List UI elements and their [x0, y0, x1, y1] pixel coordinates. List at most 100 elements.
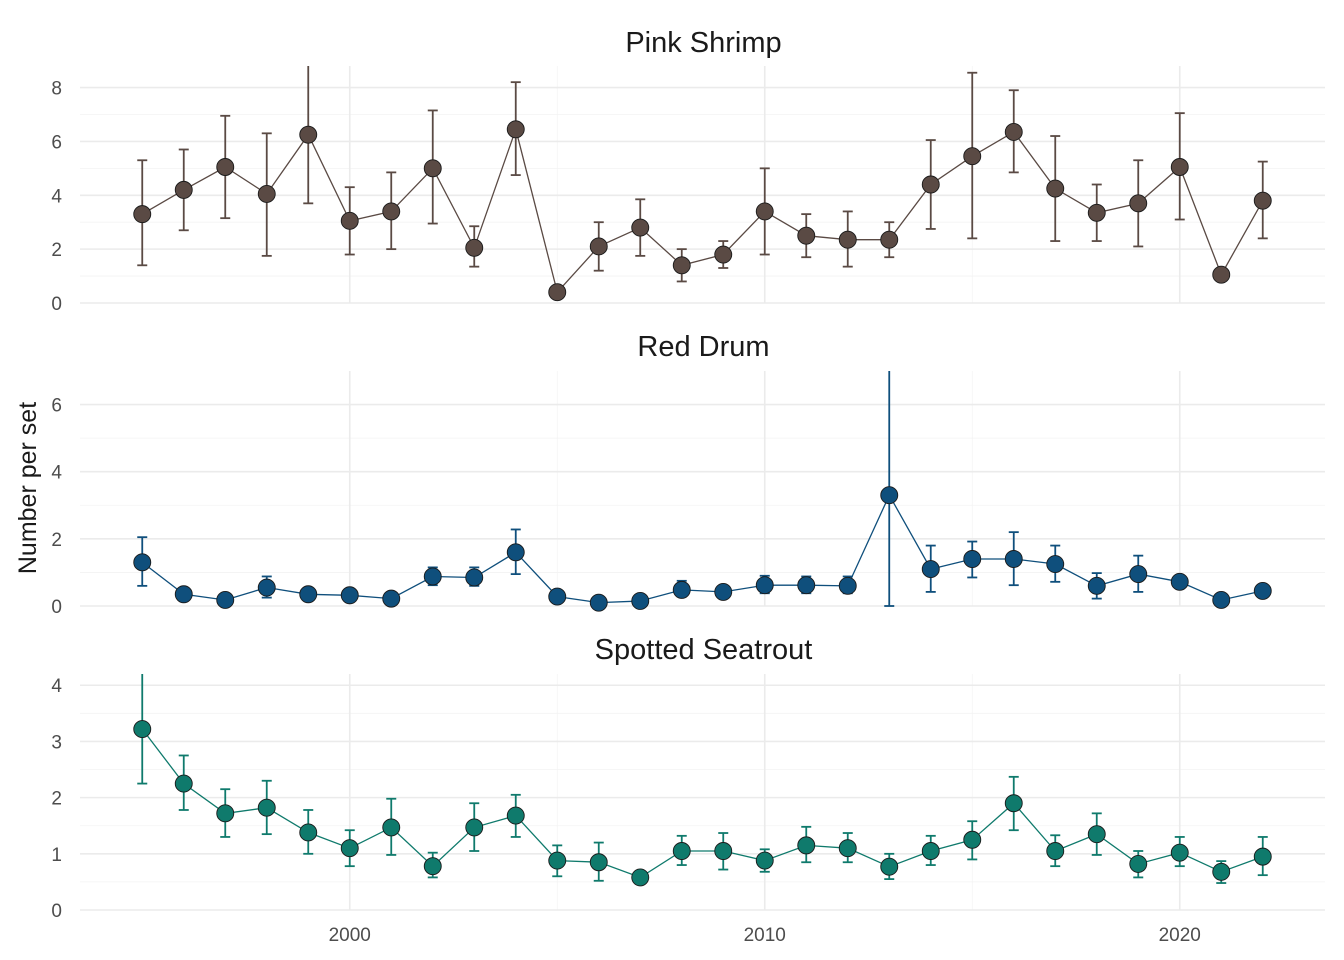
data-point: [1004, 794, 1023, 813]
data-point: [921, 175, 940, 194]
x-tick-label: 2020: [1159, 925, 1201, 946]
data-point: [1253, 581, 1272, 600]
y-tick-label: 0: [51, 294, 62, 315]
data-point: [465, 238, 484, 257]
data-point: [921, 560, 940, 579]
data-point: [963, 830, 982, 849]
data-point: [340, 586, 359, 605]
y-tick-label: 0: [51, 901, 62, 922]
data-point: [423, 159, 442, 178]
data-point: [340, 839, 359, 858]
data-point: [1212, 591, 1231, 609]
data-point: [921, 842, 940, 860]
data-point: [1004, 123, 1023, 141]
data-point: [133, 720, 152, 739]
data-point: [1046, 179, 1065, 198]
data-point: [423, 857, 442, 876]
data-point: [340, 211, 359, 230]
data-point: [1170, 843, 1189, 862]
data-point: [1212, 265, 1231, 284]
data-point: [216, 158, 235, 176]
data-point: [1170, 158, 1189, 176]
data-point: [631, 592, 650, 610]
y-tick-label: 1: [51, 845, 62, 866]
data-point: [963, 550, 982, 568]
panel-title: Spotted Seatrout: [595, 634, 813, 666]
data-point: [797, 226, 816, 245]
data-point: [174, 774, 193, 793]
data-point: [755, 851, 774, 870]
data-point: [133, 553, 152, 572]
data-point: [465, 818, 484, 837]
data-point: [672, 580, 691, 599]
data-point: [714, 245, 733, 264]
series-line: [141, 728, 1264, 879]
data-point: [755, 202, 774, 221]
data-point: [880, 230, 899, 249]
data-point: [631, 868, 650, 887]
data-point: [548, 283, 567, 302]
data-point: [299, 125, 318, 144]
y-tick-label: 2: [51, 530, 62, 551]
x-tick-label: 2010: [744, 925, 786, 946]
y-tick-label: 2: [51, 240, 62, 261]
y-tick-label: 6: [51, 396, 62, 417]
data-point: [1253, 847, 1272, 866]
panels-group: 0 2 4 6 8 Pink Shrimp 0 2 4 6 Red Drum 0 1 2 3 4 Spotted…: [51, 27, 1325, 946]
data-point: [631, 218, 650, 237]
data-point: [1129, 194, 1148, 213]
y-tick-label: 4: [51, 676, 62, 697]
panel-title: Pink Shrimp: [625, 27, 781, 59]
data-point: [1212, 862, 1231, 881]
data-point: [174, 585, 193, 604]
data-point: [589, 593, 608, 612]
data-point: [1087, 825, 1106, 844]
data-point: [1170, 572, 1189, 591]
data-point: [589, 853, 608, 872]
panel-0: 0 2 4 6 8 Pink Shrimp: [51, 27, 1325, 315]
data-point: [506, 120, 525, 139]
data-point: [838, 576, 857, 595]
y-tick-label: 6: [51, 132, 62, 153]
data-point: [797, 836, 816, 855]
y-tick-label: 2: [51, 789, 62, 810]
data-point: [1087, 203, 1106, 222]
data-point: [838, 839, 857, 858]
y-axis-title: Number per set: [14, 402, 42, 574]
data-point: [1046, 555, 1065, 573]
y-tick-label: 4: [51, 463, 62, 484]
data-point: [506, 806, 525, 825]
data-point: [714, 842, 733, 860]
series-line: [141, 127, 1264, 294]
y-tick-label: 8: [51, 79, 62, 100]
y-tick-label: 0: [51, 597, 62, 618]
data-point: [299, 585, 318, 604]
data-point: [548, 587, 567, 606]
data-point: [672, 256, 691, 275]
data-point: [1129, 854, 1148, 873]
data-point: [880, 486, 899, 505]
data-point: [797, 576, 816, 595]
data-point: [1004, 550, 1023, 568]
data-point: [299, 823, 318, 842]
data-point: [133, 205, 152, 224]
data-point: [1129, 565, 1148, 584]
series-line: [141, 493, 1263, 604]
data-point: [880, 857, 899, 876]
data-point: [216, 591, 235, 609]
data-point: [382, 589, 401, 608]
data-point: [963, 147, 982, 166]
data-point: [174, 180, 193, 199]
data-point: [257, 798, 276, 817]
data-point: [589, 237, 608, 256]
data-point: [257, 184, 276, 203]
data-point: [755, 576, 774, 595]
data-point: [838, 230, 857, 249]
data-point: [548, 851, 567, 870]
data-point: [382, 202, 401, 221]
panel-title: Red Drum: [637, 331, 769, 363]
data-point: [1253, 191, 1272, 210]
data-point: [465, 568, 484, 587]
data-point: [423, 567, 442, 586]
